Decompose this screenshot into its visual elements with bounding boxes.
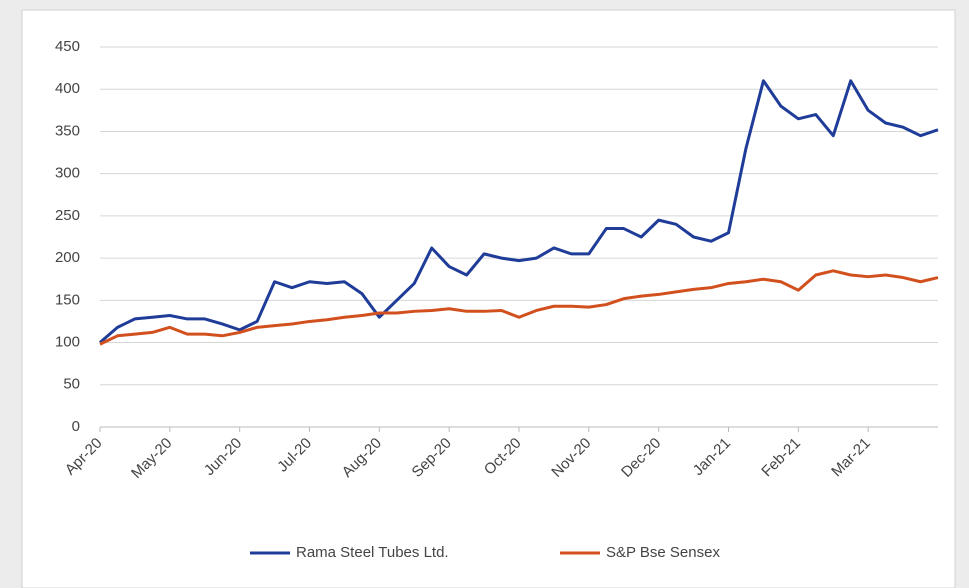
y-tick-label: 150: [55, 291, 80, 308]
y-tick-label: 450: [55, 38, 80, 55]
legend-label: S&P Bse Sensex: [606, 544, 720, 561]
series-line: [99, 79, 939, 344]
chart-area: [21, 9, 956, 588]
y-tick-label: 200: [55, 249, 80, 266]
y-tick-label: 100: [55, 334, 80, 351]
y-tick-label: 400: [55, 80, 80, 97]
y-tick-label: 350: [55, 122, 80, 139]
y-tick-label: 250: [55, 207, 80, 224]
legend-label: Rama Steel Tubes Ltd.: [296, 544, 449, 561]
y-tick-label: 50: [63, 376, 80, 393]
y-tick-label: 0: [72, 418, 80, 435]
series-line: [99, 269, 939, 346]
y-tick-label: 300: [55, 165, 80, 182]
